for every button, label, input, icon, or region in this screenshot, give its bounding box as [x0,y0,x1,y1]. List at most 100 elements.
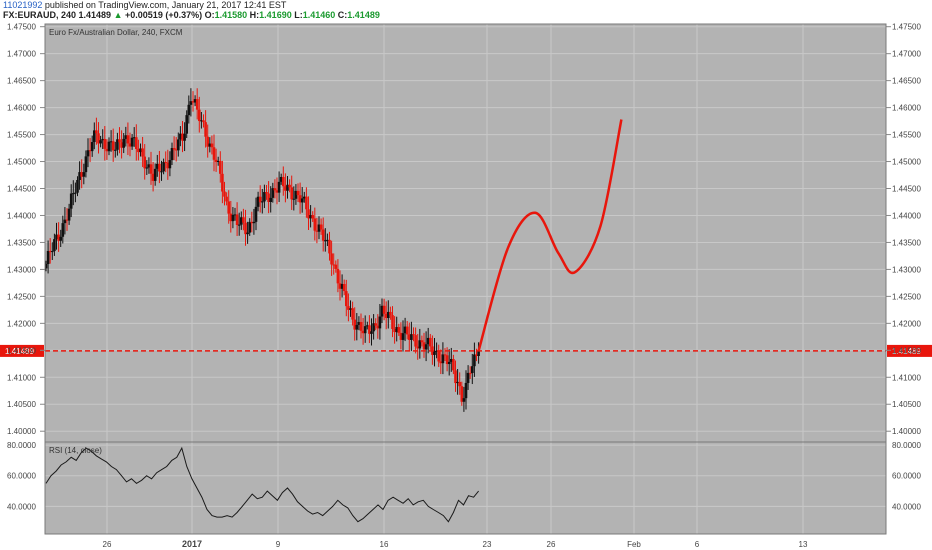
candle-body [321,229,325,241]
candle-body [372,323,375,332]
candle-body [208,143,212,147]
candle-body [114,149,117,151]
symbol-info: FX:EURAUD, 240 1.41489 ▲ +0.00519 (+0.37… [3,11,380,20]
candle-body [168,160,172,169]
candle-body [445,355,449,365]
x-tick-label: 2017 [182,539,202,549]
candle-body [391,315,394,330]
candle-body [99,140,102,144]
candle-body [405,326,409,335]
candle-body [84,156,88,173]
candle-body [298,195,302,203]
x-tick-label: 26 [103,540,112,549]
change-up-icon: ▲ [113,10,123,20]
candle-body [223,191,226,197]
rsi-tick-label-left: 60.0000 [7,472,36,481]
x-tick-label: 9 [276,540,281,549]
candle-body [433,350,436,355]
close-label: C: [337,10,348,20]
rsi-indicator [45,446,479,523]
candle-body [361,330,365,334]
candle-body [229,213,233,222]
candle-body [120,142,123,148]
candle-body [216,160,220,162]
chart-header: 11021992 published on TradingView.com, J… [0,0,932,20]
candle-body [250,221,254,224]
publisher-link[interactable]: 11021992 [3,0,43,10]
candle-body [53,239,56,252]
y-tick-label-left: 1.40500 [7,400,36,409]
y-tick-label-left: 1.41500 [7,346,36,355]
candle-body [55,234,58,240]
candle-body [269,197,272,202]
candle-body [67,208,71,221]
candle-body [332,264,335,266]
y-tick-label-right: 1.47500 [892,23,921,32]
candle-body [107,141,111,152]
candle-body [410,334,413,340]
y-tick-label-left: 1.44000 [7,211,36,220]
candles [44,88,480,412]
candle-body [105,148,109,152]
y-tick-label-left: 1.42000 [7,319,36,328]
candle-body [336,268,340,284]
candle-body [170,148,174,161]
close-value: 1.41489 [347,10,380,20]
candle-body [328,239,331,254]
rsi-pane[interactable] [45,442,886,534]
candle-body [160,171,163,173]
candle-body [399,332,403,340]
candle-body [414,335,417,347]
candle-body [116,139,119,150]
candle-body [174,149,178,151]
y-tick-label-right: 1.42000 [892,319,921,328]
candle-body [464,382,468,399]
candle-body [279,176,283,182]
candle-body [219,160,222,174]
candle-body [342,283,346,292]
change-value: +0.00519 (+0.37%) [125,10,203,20]
candle-body [240,217,243,225]
candle-body [244,222,247,235]
candle-body [288,184,291,188]
candle-body [128,143,132,147]
candle-body [246,232,249,235]
y-tick-label-right: 1.44500 [892,185,921,194]
candle-body [225,196,228,202]
candle-body [355,324,359,330]
candle-body [412,334,415,336]
candle-body [439,361,443,364]
candle-body [374,323,377,326]
candle-body [300,198,304,203]
x-tick-label: 6 [695,540,700,549]
rsi-tick-label-left: 80.0000 [7,441,36,450]
candle-body [162,161,165,172]
candle-body [164,161,167,163]
projection-curve [477,119,623,352]
candle-body [151,173,155,181]
y-tick-label-right: 1.41000 [892,373,921,382]
candle-body [441,354,445,364]
low-value: 1.41460 [302,10,336,20]
candle-body [172,148,176,150]
candle-body [471,366,474,373]
y-tick-label-right: 1.46000 [892,104,921,113]
symbol-label[interactable]: FX:EURAUD, 240 [3,10,77,20]
candle-body [382,305,386,314]
candle-body [447,361,451,365]
candle-body [437,350,440,362]
candle-body [460,386,464,402]
candle-body [69,193,73,209]
candle-body [76,179,79,193]
candle-body [214,159,218,162]
candle-body [166,162,170,169]
candle-body [261,201,264,203]
chart-frame [44,23,887,535]
x-tick-label: 23 [483,540,492,549]
candle-body [237,224,241,226]
last-price: 1.41489 [78,10,112,20]
candle-body [273,188,277,191]
candle-body [340,283,344,289]
candle-body [454,370,457,384]
